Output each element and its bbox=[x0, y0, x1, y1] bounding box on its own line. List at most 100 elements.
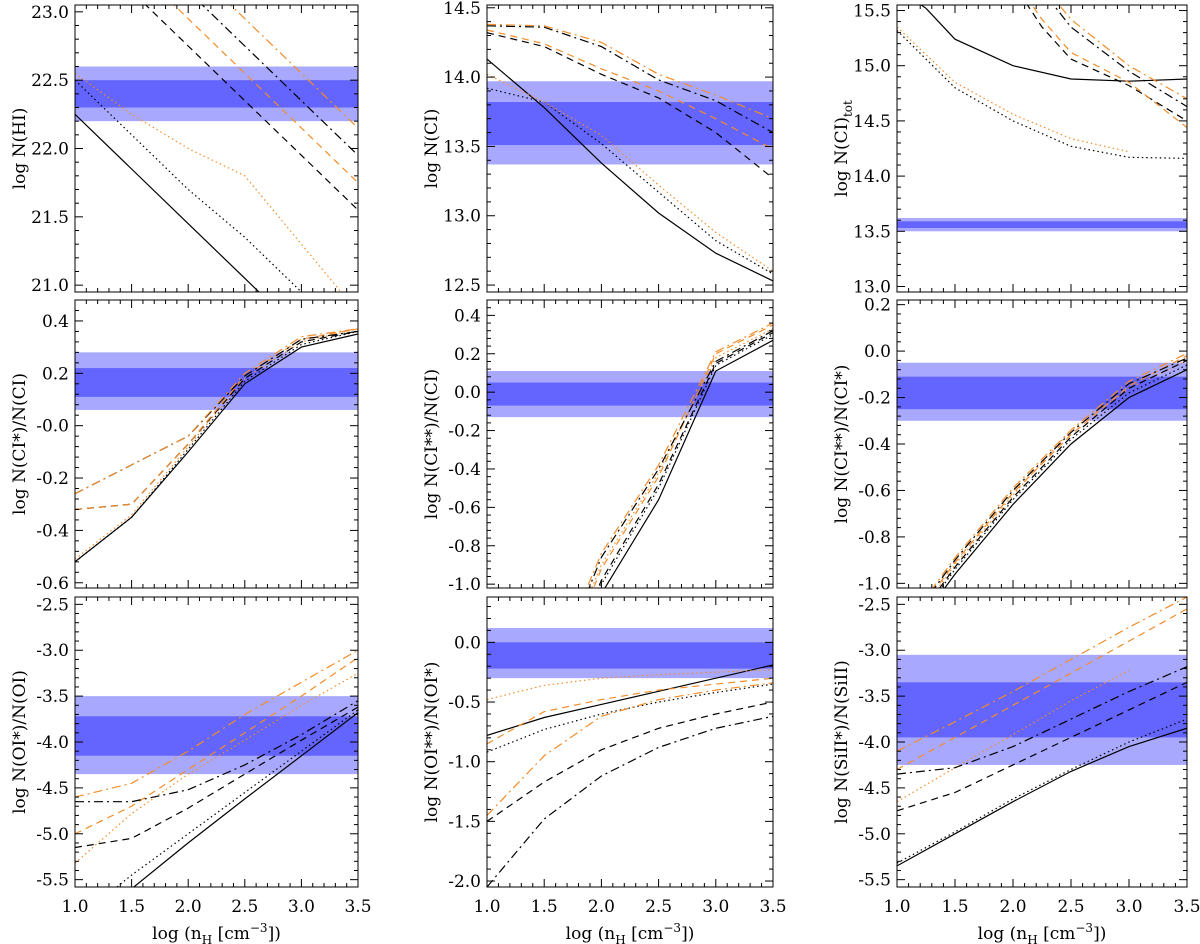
x-tick-label: 1.5 bbox=[941, 897, 968, 917]
y-tick-label: 0.0 bbox=[864, 342, 891, 362]
y-tick-label: -0.8 bbox=[858, 528, 891, 548]
x-tick-label: 1.0 bbox=[61, 897, 88, 917]
series-black-solid bbox=[487, 58, 773, 282]
series-orange-dashdot bbox=[1058, 5, 1187, 100]
y-tick-label: 12.5 bbox=[443, 276, 481, 296]
y-axis-label: log N(SiII*)/N(SiII) bbox=[832, 660, 852, 824]
y-axis-label: log N(CI*)/N(CI) bbox=[10, 373, 30, 515]
plot-area bbox=[897, 597, 1187, 867]
x-tick-label: 3.5 bbox=[759, 897, 786, 917]
panel-p11: 21.0 21.5 22.0 22.5 23.0 log N(HI) bbox=[10, 3, 359, 296]
y-tick-label: 0.4 bbox=[454, 306, 481, 326]
y-tick-label: 13.5 bbox=[443, 137, 481, 157]
y-tick-label: -0.5 bbox=[448, 693, 481, 713]
y-tick-label: 23.0 bbox=[31, 3, 69, 23]
y-tick-label: -1.0 bbox=[448, 753, 481, 773]
y-tick-label: -5.5 bbox=[36, 871, 69, 891]
x-tick-label: 2.5 bbox=[1057, 897, 1084, 917]
axes-frame bbox=[896, 4, 1188, 293]
y-tick-label: -0.6 bbox=[448, 498, 481, 518]
y-tick-label: 14.5 bbox=[853, 112, 891, 132]
series-orange-dashdot bbox=[75, 328, 358, 495]
plot-area bbox=[487, 322, 773, 588]
y-tick-label: -1.0 bbox=[448, 575, 481, 595]
y-tick-label: -2.5 bbox=[858, 595, 891, 615]
series-black-dotted bbox=[487, 87, 773, 275]
plot-area bbox=[75, 649, 358, 887]
series-black-dashed bbox=[144, 5, 358, 211]
band-inner bbox=[75, 368, 358, 397]
plot-area bbox=[75, 5, 358, 292]
band-inner bbox=[897, 221, 1187, 228]
y-axis-label: log N(OI*)/N(OI) bbox=[10, 670, 30, 814]
series-orange-dashed bbox=[75, 657, 358, 835]
y-tick-label: -2.5 bbox=[36, 595, 69, 615]
axes-frame bbox=[486, 596, 774, 888]
series-black-dashdot bbox=[897, 666, 1187, 775]
series-black-dashed bbox=[897, 681, 1187, 812]
y-tick-label: 0.2 bbox=[454, 345, 481, 365]
y-tick-label: 0.2 bbox=[42, 364, 69, 384]
series-black-dotted bbox=[75, 330, 358, 563]
x-axis-label: log (nH [cm−3])log (nH [cm⁻³]) bbox=[152, 921, 281, 944]
band-inner bbox=[75, 716, 358, 756]
y-tick-label: 15.0 bbox=[853, 57, 891, 77]
series-black-dotted bbox=[897, 718, 1187, 864]
series-orange-dashdot bbox=[932, 352, 1187, 588]
y-axis-label: log N(OI**)/N(OI*) bbox=[422, 662, 442, 823]
band-inner bbox=[75, 80, 358, 108]
y-tick-label: 15.5 bbox=[853, 2, 891, 22]
plot-area bbox=[487, 23, 773, 282]
y-axis-label: log N(CI)tot bbox=[832, 100, 855, 197]
x-tick-label: 1.0 bbox=[473, 897, 500, 917]
series-orange-dotted bbox=[487, 73, 773, 272]
series-orange-dotted bbox=[937, 359, 1187, 588]
y-axis-label: log N(CI**)/N(CI*) bbox=[832, 365, 852, 524]
axes-frame bbox=[74, 299, 359, 589]
series-black-dashdot bbox=[933, 357, 1187, 588]
x-tick-label: 2.5 bbox=[231, 897, 258, 917]
series-black-solid bbox=[487, 664, 773, 736]
axes-frame bbox=[486, 299, 774, 589]
y-tick-label: 13.5 bbox=[853, 222, 891, 242]
y-tick-label: -5.0 bbox=[858, 825, 891, 845]
x-axis-label: log (nH [cm−3])log (nH [cm⁻³]) bbox=[978, 921, 1107, 944]
series-orange-dashed bbox=[173, 5, 358, 184]
x-tick-label: 3.0 bbox=[1115, 897, 1142, 917]
y-tick-label: -0.6 bbox=[858, 481, 891, 501]
series-black-solid bbox=[132, 712, 358, 887]
y-axis-label: log N(HI) bbox=[10, 108, 30, 190]
y-tick-label: 21.5 bbox=[31, 208, 69, 228]
series-black-dashdot bbox=[201, 5, 358, 156]
axes-frame bbox=[486, 4, 774, 293]
x-tick-label: 1.0 bbox=[883, 897, 910, 917]
x-tick-label: 2.0 bbox=[999, 897, 1026, 917]
x-tick-label: 3.0 bbox=[288, 897, 315, 917]
panel-p13: 13.0 13.5 14.0 14.5 15.0 15.5 log N(CI)tot bbox=[832, 2, 1188, 297]
series-black-dashdot bbox=[487, 715, 773, 887]
y-tick-label: 22.5 bbox=[31, 71, 69, 91]
x-axis-label: log (nH [cm−3])log (nH [cm⁻³]) bbox=[566, 921, 695, 944]
series-orange-dashdot bbox=[487, 682, 773, 816]
series-black-dashed bbox=[938, 359, 1187, 588]
band-inner bbox=[897, 682, 1187, 738]
y-tick-label: 14.0 bbox=[443, 68, 481, 88]
y-tick-label: -2.0 bbox=[448, 872, 481, 892]
series-black-dashdot bbox=[75, 700, 358, 803]
x-tick-label: 1.5 bbox=[118, 897, 145, 917]
panel-p32: -2.0 -1.5 -1.0 -0.5 0.0 1.0 1.5 2.0 2.5 3.0 3.5 log… bbox=[422, 596, 787, 944]
series-black-dotted bbox=[940, 364, 1187, 588]
y-tick-label: -5.0 bbox=[36, 825, 69, 845]
y-tick-label: 13.0 bbox=[853, 277, 891, 297]
panel-p33: -5.5 -5.0 -4.5 -4.0 -3.5 -3.0 -2.5 1.0 1.5 2.0 2.5… bbox=[832, 595, 1200, 944]
y-tick-label: -3.5 bbox=[858, 687, 891, 707]
series-black-solid bbox=[944, 369, 1187, 588]
y-tick-label: 0.0 bbox=[454, 383, 481, 403]
series-orange-dashed bbox=[487, 677, 773, 745]
y-tick-label: 22.0 bbox=[31, 140, 69, 160]
series-orange-dotted bbox=[75, 328, 358, 560]
x-tick-label: 2.5 bbox=[645, 897, 672, 917]
panel-p12: 12.5 13.0 13.5 14.0 14.5 log N(CI) bbox=[422, 0, 774, 296]
y-tick-label: -0.2 bbox=[858, 389, 891, 409]
